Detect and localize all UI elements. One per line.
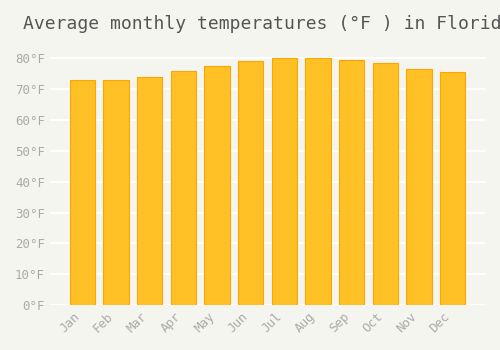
Title: Average monthly temperatures (°F ) in Florida: Average monthly temperatures (°F ) in Fl…	[22, 15, 500, 33]
Bar	[137, 77, 162, 305]
Bar	[339, 60, 364, 305]
Bar	[170, 71, 196, 305]
Bar	[372, 63, 398, 305]
Bar	[272, 58, 297, 305]
Bar	[306, 58, 330, 305]
Bar	[204, 66, 230, 305]
Bar	[238, 61, 263, 305]
Bar	[104, 80, 128, 305]
Bar	[406, 69, 432, 305]
Bar	[70, 80, 95, 305]
Bar	[440, 72, 465, 305]
